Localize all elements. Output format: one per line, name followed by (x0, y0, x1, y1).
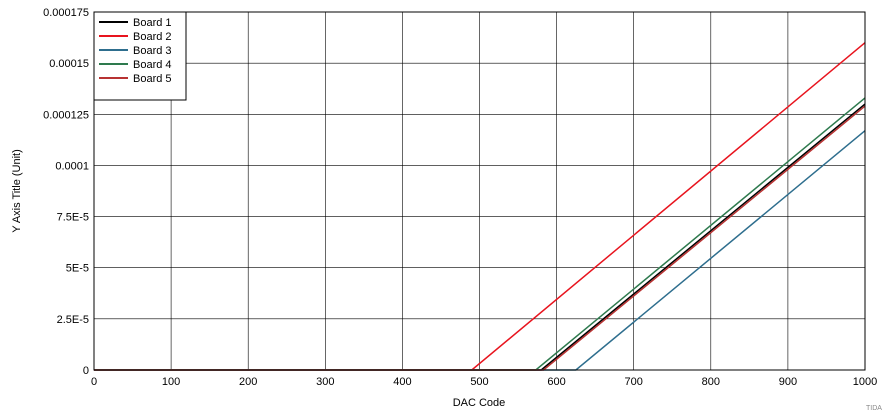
x-tick-label: 100 (162, 376, 180, 388)
x-tick-label: 300 (316, 376, 334, 388)
legend-label: Board 4 (133, 59, 172, 71)
x-tick-labels: 0 100 200 300 400 500 600 700 800 900 1000 (91, 376, 877, 388)
y-tick-label: 0 (83, 365, 89, 377)
y-tick-label: 5E-5 (66, 263, 89, 275)
x-tick-label: 700 (625, 376, 643, 388)
legend: Board 1 Board 2 Board 3 Board 4 Board 5 (93, 11, 187, 101)
x-tick-label: 200 (239, 376, 257, 388)
x-tick-label: 400 (393, 376, 411, 388)
legend-label: Board 1 (133, 17, 172, 29)
legend-label: Board 2 (133, 31, 172, 43)
legend-label: Board 5 (133, 73, 172, 85)
y-axis-title: Y Axis Title (Unit) (11, 149, 23, 233)
x-axis-title: DAC Code (453, 397, 506, 409)
x-tick-label: 1000 (853, 376, 877, 388)
legend-label: Board 3 (133, 45, 172, 57)
x-tick-label: 900 (779, 376, 797, 388)
footer-code: TIDA (866, 405, 882, 412)
y-tick-label: 0.000175 (43, 7, 89, 19)
y-tick-label: 0.000125 (43, 109, 89, 121)
y-tick-label: 7.5E-5 (57, 212, 89, 224)
y-tick-label: 2.5E-5 (57, 314, 89, 326)
x-tick-label: 500 (470, 376, 488, 388)
legend-items: Board 1 Board 2 Board 3 Board 4 Board 5 (99, 17, 172, 85)
legend-box (93, 11, 187, 101)
x-tick-label: 800 (702, 376, 720, 388)
x-tick-label: 0 (91, 376, 97, 388)
x-tick-label: 600 (547, 376, 565, 388)
y-tick-labels: 0 2.5E-5 5E-5 7.5E-5 0.0001 0.000125 0.00015 0.… (43, 7, 89, 377)
plot-frame (93, 11, 866, 371)
y-tick-label: 0.00015 (49, 58, 89, 70)
y-tick-label: 0.0001 (55, 160, 89, 172)
